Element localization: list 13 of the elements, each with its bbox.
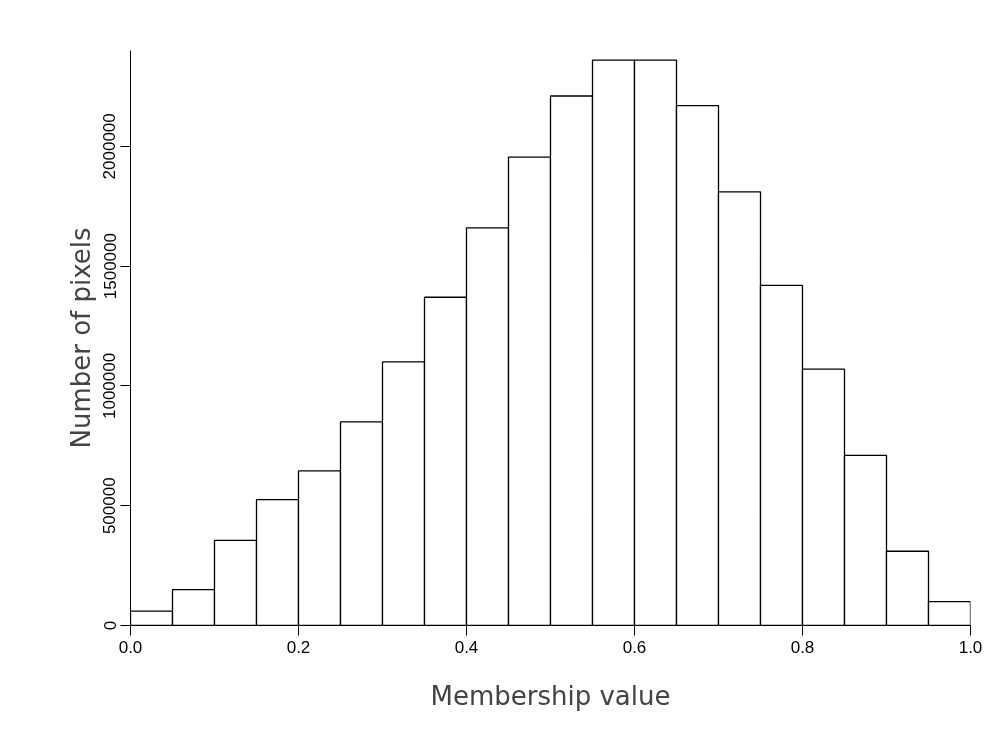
y-tick-label: 1000000 (100, 352, 120, 420)
y-tick-label: 0 (100, 620, 120, 631)
x-tick-label: 0.0 (118, 637, 143, 657)
x-tick-label: 0.2 (286, 637, 311, 657)
y-axis-title: Number of pixels (65, 227, 96, 449)
y-tick-label: 1500000 (100, 233, 120, 300)
y-tick-label: 2000000 (100, 113, 120, 180)
x-tick-label: 1.0 (958, 637, 983, 657)
x-axis-title: Membership value (430, 680, 671, 711)
x-tick-label: 0.6 (622, 637, 647, 657)
x-tick-label: 0.8 (790, 637, 815, 657)
x-tick-label: 0.4 (454, 637, 479, 657)
y-tick-label: 500000 (100, 477, 120, 535)
